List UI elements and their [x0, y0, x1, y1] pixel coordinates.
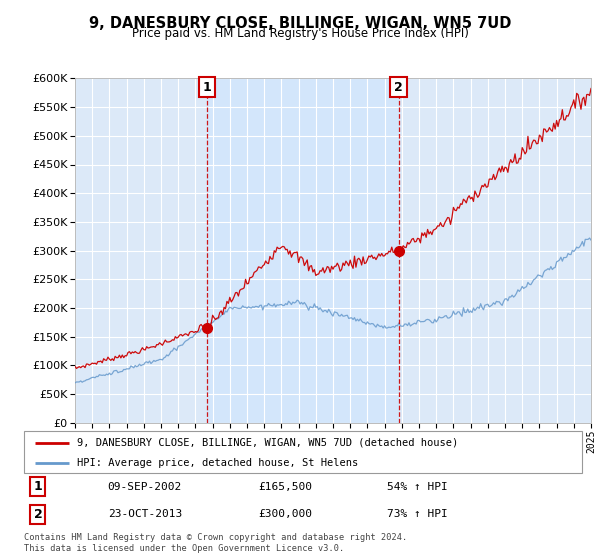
Text: HPI: Average price, detached house, St Helens: HPI: Average price, detached house, St H… [77, 458, 358, 468]
Bar [207, 78, 398, 423]
Text: 9, DANESBURY CLOSE, BILLINGE, WIGAN, WN5 7UD: 9, DANESBURY CLOSE, BILLINGE, WIGAN, WN5… [89, 16, 511, 31]
Text: 1: 1 [34, 480, 43, 493]
Text: £300,000: £300,000 [259, 509, 313, 519]
Text: 23-OCT-2013: 23-OCT-2013 [108, 509, 182, 519]
Text: 73% ↑ HPI: 73% ↑ HPI [387, 509, 448, 519]
Text: 1: 1 [203, 81, 212, 94]
Text: Price paid vs. HM Land Registry's House Price Index (HPI): Price paid vs. HM Land Registry's House … [131, 27, 469, 40]
FancyBboxPatch shape [24, 431, 582, 473]
Text: 54% ↑ HPI: 54% ↑ HPI [387, 482, 448, 492]
Text: 09-SEP-2002: 09-SEP-2002 [108, 482, 182, 492]
Text: 2: 2 [34, 508, 43, 521]
Text: Contains HM Land Registry data © Crown copyright and database right 2024.
This d: Contains HM Land Registry data © Crown c… [24, 533, 407, 553]
Text: 9, DANESBURY CLOSE, BILLINGE, WIGAN, WN5 7UD (detached house): 9, DANESBURY CLOSE, BILLINGE, WIGAN, WN5… [77, 438, 458, 448]
Text: 2: 2 [394, 81, 403, 94]
Text: £165,500: £165,500 [259, 482, 313, 492]
